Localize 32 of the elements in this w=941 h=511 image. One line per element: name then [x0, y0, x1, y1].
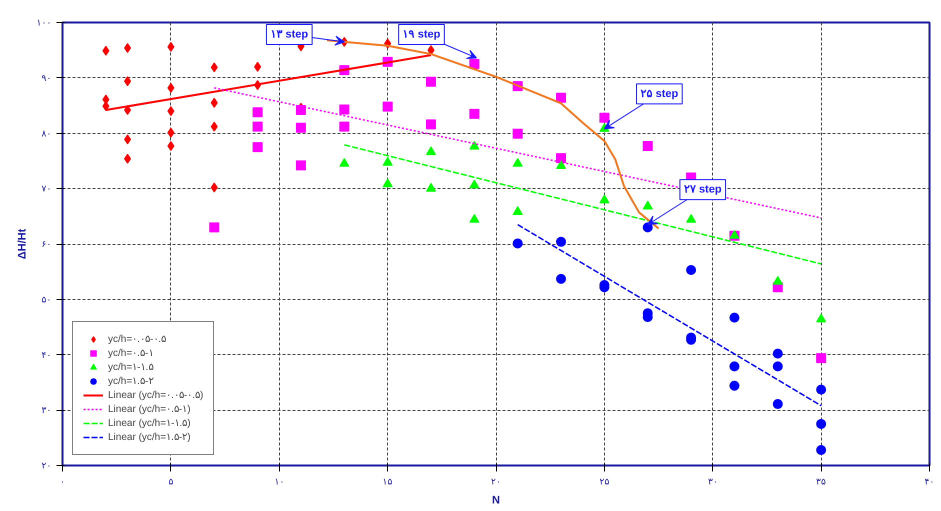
y-tick-label: ۹۰: [42, 72, 52, 83]
x-tick-label: ۱۵: [382, 476, 393, 486]
legend-label: Linear (yc/h=۱-۱.۵): [108, 417, 191, 430]
x-tick-label: ۱۰: [274, 476, 284, 486]
x-tick-label: ۴۰: [924, 476, 934, 486]
y-tick-label: ۳۰: [42, 405, 52, 416]
annotation: ۱۳ step: [270, 28, 308, 40]
annotation: ۲۷ step: [684, 184, 722, 196]
annotation: ۲۵ step: [640, 88, 678, 100]
y-tick-label: ۸۰: [42, 128, 52, 138]
y-tick-label: ۴۰: [42, 350, 52, 360]
legend-label: yc/h=۰.۵-۱: [108, 347, 154, 360]
legend-label: yc/h=۱.۵-۲: [108, 375, 154, 388]
x-tick-label: ۳۵: [816, 476, 826, 486]
x-axis-title: N: [492, 494, 500, 506]
legend-label: Linear (yc/h=۰.۵-۱): [108, 403, 191, 416]
legend-label: yc/h=۱-۱.۵: [108, 361, 154, 374]
x-tick-label: ۰: [60, 476, 65, 486]
legend-label: Linear (yc/h=۱.۵-۲): [108, 431, 191, 444]
annotation: ۱۹ step: [402, 28, 441, 40]
y-tick-label: ۱۰۰: [36, 18, 52, 28]
y-tick-label: ۷۰: [42, 184, 52, 194]
x-tick-label: ۲۰: [491, 476, 501, 486]
y-tick-label: ۶۰: [42, 239, 52, 249]
x-tick-label: ۳۰: [708, 476, 718, 486]
x-tick-label: ۲۵: [599, 476, 610, 486]
y-tick-label: ۲۰: [42, 460, 52, 470]
legend-label: yc/h=۰.۰۵-۰.۵: [108, 333, 166, 346]
x-tick-label: ۵: [168, 476, 174, 486]
legend-label: Linear (yc/h=۰.۰۵-۰.۵): [108, 389, 204, 402]
y-tick-label: ۵۰: [42, 294, 52, 304]
y-axis-title: ΔH/Ht: [16, 228, 28, 260]
